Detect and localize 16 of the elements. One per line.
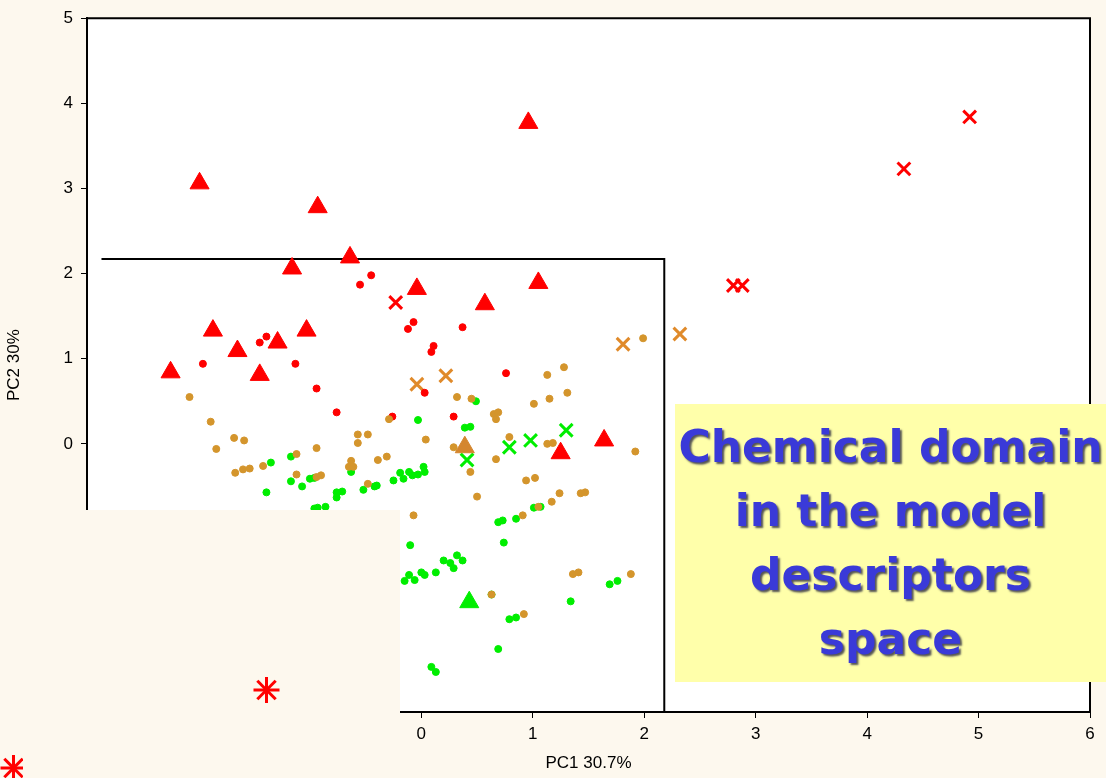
y-axis-title: PC2 30% bbox=[3, 329, 23, 402]
y-tick-label: 5 bbox=[63, 7, 73, 27]
x-tick-label: 6 bbox=[1085, 723, 1095, 743]
x-tick-label: 5 bbox=[973, 723, 984, 743]
x-tick-label: 1 bbox=[528, 723, 538, 743]
y-tick-label: 0 bbox=[63, 433, 73, 453]
annotation: Chemical domain in the model descriptors space bbox=[677, 420, 1104, 666]
x-axis-title: PC1 30.7% bbox=[545, 753, 632, 773]
x-tick-label: 0 bbox=[416, 723, 427, 743]
y-tick-label: 3 bbox=[63, 178, 73, 198]
x-tick-label: 3 bbox=[750, 723, 761, 743]
y-tick-label: 2 bbox=[63, 263, 73, 283]
x-tick-label: 4 bbox=[862, 723, 872, 743]
y-tick-label: 1 bbox=[63, 348, 73, 368]
y-tick-label: 4 bbox=[63, 93, 73, 113]
x-tick-label: 2 bbox=[639, 723, 649, 743]
